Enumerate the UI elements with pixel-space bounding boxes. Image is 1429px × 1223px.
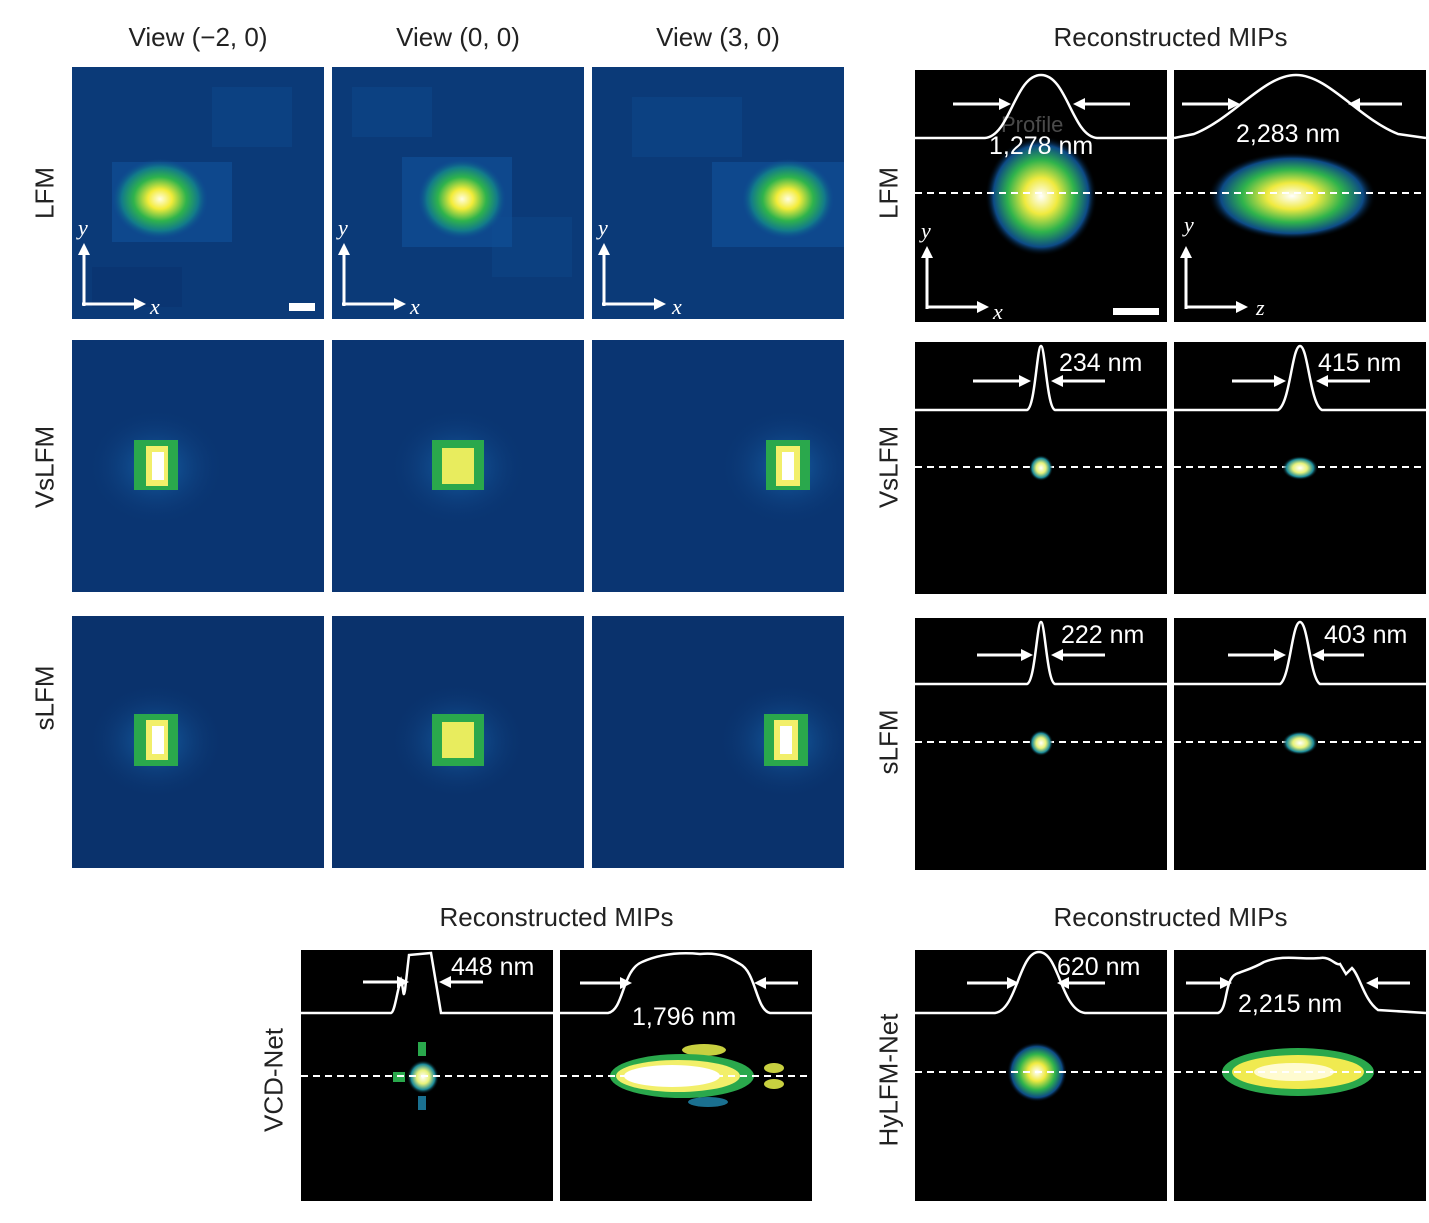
row-label-vslfm: VsLFM (29, 425, 60, 509)
vslfm-view-3 (592, 340, 844, 592)
view-header-2: View (0, 0) (396, 22, 520, 52)
width-label: 620 nm (1057, 953, 1140, 981)
lfm-view-1: y x (72, 67, 324, 319)
width-label: 222 nm (1061, 621, 1144, 649)
row-label-lfm: LFM (29, 167, 60, 219)
x-axis-label: x (149, 294, 160, 319)
mip-lfm-xy: Profile 1,278 nm y x (915, 70, 1167, 322)
scale-bar (289, 303, 315, 311)
x-axis-label: x (409, 294, 420, 319)
width-label: 2,215 nm (1238, 990, 1342, 1018)
width-label: 448 nm (451, 953, 534, 981)
mip-slfm-yz: 403 nm (1174, 618, 1426, 870)
row-label-vcd-net: VCD-Net (258, 1027, 289, 1133)
mip-vslfm-xy: 234 nm (915, 342, 1167, 594)
x-axis-label: x (671, 294, 682, 319)
mip-title-bottom-right: Reconstructed MIPs (1053, 902, 1288, 932)
z-axis-label: z (1255, 295, 1265, 320)
mip-vcd-xy: 448 nm (301, 950, 553, 1201)
width-label: 2,283 nm (1236, 120, 1340, 148)
mip-hylfm-xy: 620 nm (915, 950, 1167, 1201)
scale-bar (1113, 308, 1159, 315)
lfm-view-2: y x (332, 67, 584, 319)
width-label: 234 nm (1059, 349, 1142, 377)
x-axis-label: x (992, 299, 1003, 322)
y-axis-label: y (76, 215, 88, 240)
mip-vslfm-yz: 415 nm (1174, 342, 1426, 594)
mip-title-bottom-left: Reconstructed MIPs (439, 902, 674, 932)
view-header-3: View (3, 0) (656, 22, 780, 52)
lfm-view-3: y x (592, 67, 844, 319)
width-label: 1,796 nm (632, 1003, 736, 1031)
y-axis-label: y (596, 215, 608, 240)
width-label: 415 nm (1318, 349, 1401, 377)
mip-row-label-vslfm: VsLFM (873, 425, 904, 509)
row-label-hylfm-net: HyLFM-Net (873, 1013, 904, 1147)
row-label-slfm: sLFM (29, 665, 60, 731)
slfm-view-3 (592, 616, 844, 868)
width-label: 1,278 nm (989, 132, 1093, 160)
y-axis-label: y (336, 215, 348, 240)
slfm-view-2 (332, 616, 584, 868)
mip-row-label-lfm: LFM (873, 167, 904, 219)
vslfm-view-1 (72, 340, 324, 592)
mip-vcd-yz: 1,796 nm (560, 950, 812, 1201)
profile-label: Profile (1001, 112, 1063, 137)
mip-hylfm-yz: 2,215 nm (1174, 950, 1426, 1201)
mip-lfm-yz: 2,283 nm y z (1174, 70, 1426, 322)
y-axis-label: y (919, 218, 931, 243)
mip-row-label-slfm: sLFM (873, 709, 904, 775)
y-axis-label: y (1182, 212, 1194, 237)
vslfm-view-2 (332, 340, 584, 592)
slfm-view-1 (72, 616, 324, 868)
mip-slfm-xy: 222 nm (915, 618, 1167, 870)
mip-title-top: Reconstructed MIPs (1053, 22, 1288, 52)
view-header-1: View (−2, 0) (128, 22, 268, 52)
width-label: 403 nm (1324, 621, 1407, 649)
